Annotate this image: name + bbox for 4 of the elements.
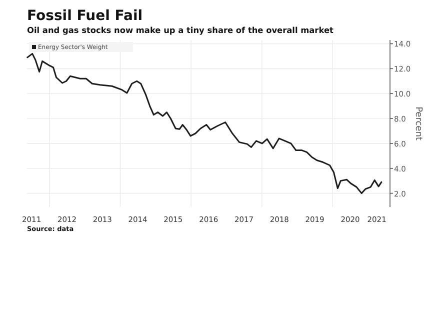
chart-subtitle: Oil and gas stocks now make up a tiny share of the overall market: [27, 25, 334, 35]
chart-title: Fossil Fuel Fail: [27, 8, 143, 24]
line-series: [26, 52, 382, 194]
y-axis-title: Percent: [413, 106, 423, 141]
